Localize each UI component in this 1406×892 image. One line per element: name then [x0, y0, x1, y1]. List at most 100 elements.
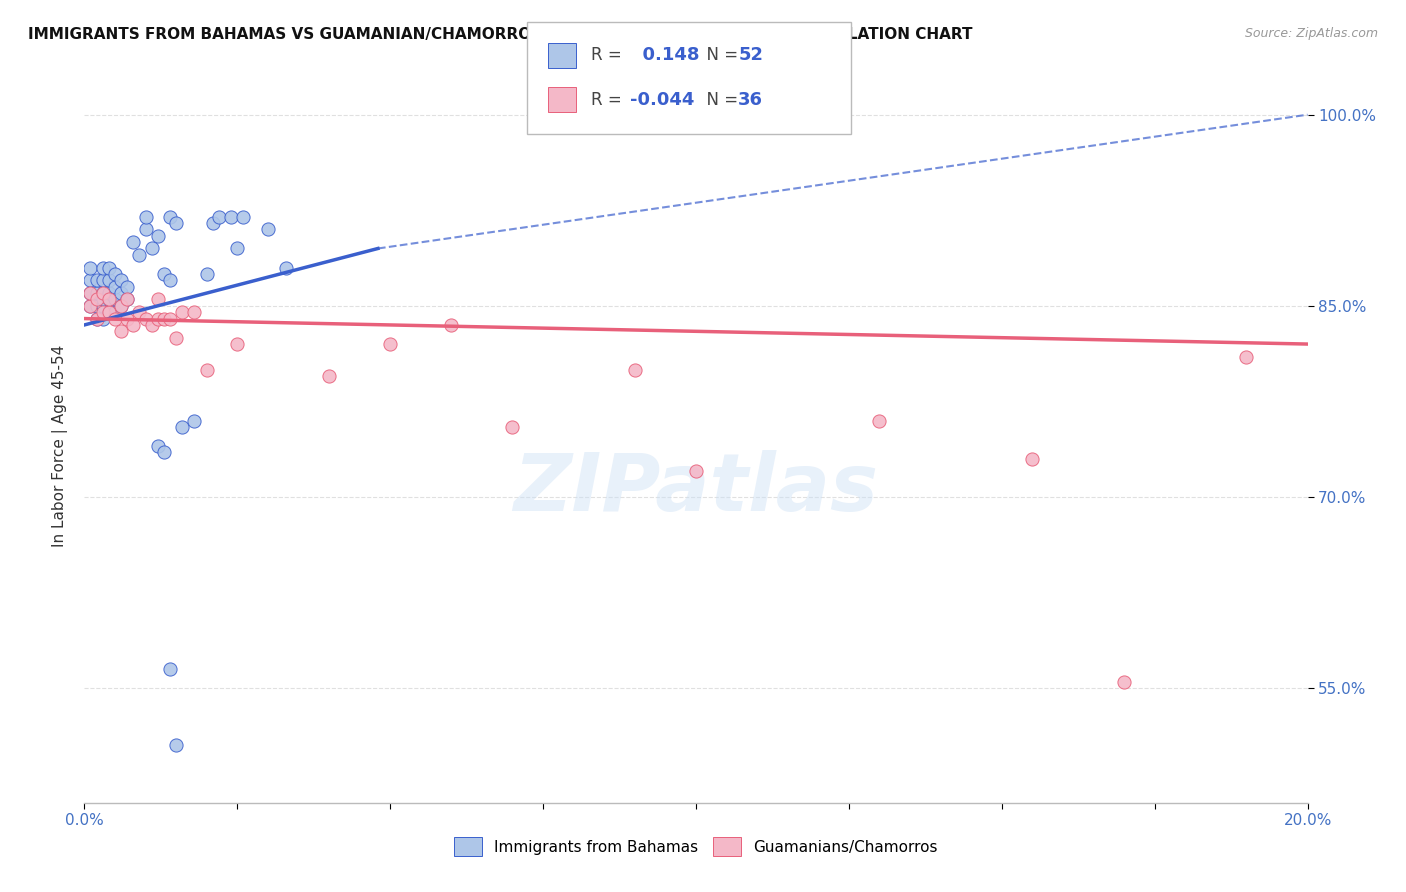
Point: [146, 311, 169, 326]
Point: [122, 235, 145, 249]
Text: IMMIGRANTS FROM BAHAMAS VS GUAMANIAN/CHAMORRO IN LABOR FORCE | AGE 45-54 CORRELA: IMMIGRANTS FROM BAHAMAS VS GUAMANIAN/CHA…: [28, 27, 973, 43]
Point: [195, 362, 218, 376]
Point: [195, 267, 218, 281]
Point: [159, 311, 181, 326]
Point: [110, 299, 132, 313]
Point: [159, 210, 181, 224]
Point: [141, 318, 163, 332]
Text: N =: N =: [696, 91, 744, 109]
Point: [97, 286, 120, 301]
Point: [110, 273, 132, 287]
Point: [122, 318, 145, 332]
Point: [104, 293, 127, 307]
Point: [79, 260, 101, 275]
Point: [86, 293, 108, 307]
Point: [97, 293, 120, 307]
Point: [146, 293, 169, 307]
Point: [153, 267, 176, 281]
Text: R =: R =: [591, 46, 627, 64]
Point: [172, 420, 194, 434]
Text: 36: 36: [738, 91, 763, 109]
Text: -0.044: -0.044: [630, 91, 695, 109]
Point: [86, 273, 108, 287]
Point: [624, 362, 647, 376]
Point: [128, 248, 150, 262]
Point: [79, 286, 101, 301]
Point: [91, 293, 114, 307]
Point: [685, 465, 707, 479]
Point: [91, 311, 114, 326]
Point: [91, 260, 114, 275]
Point: [276, 260, 298, 275]
Point: [91, 286, 114, 301]
Point: [115, 311, 138, 326]
Point: [135, 311, 157, 326]
Point: [97, 305, 120, 319]
Point: [86, 311, 108, 326]
Text: ZIPatlas: ZIPatlas: [513, 450, 879, 528]
Point: [86, 311, 108, 326]
Point: [146, 439, 169, 453]
Point: [219, 210, 242, 224]
Point: [869, 413, 891, 427]
Point: [91, 299, 114, 313]
Point: [115, 293, 138, 307]
Point: [1236, 350, 1258, 364]
Point: [153, 445, 176, 459]
Point: [165, 331, 187, 345]
Point: [104, 305, 127, 319]
Point: [183, 305, 205, 319]
Point: [91, 273, 114, 287]
Text: Source: ZipAtlas.com: Source: ZipAtlas.com: [1244, 27, 1378, 40]
Text: 52: 52: [738, 46, 763, 64]
Point: [110, 286, 132, 301]
Point: [146, 228, 169, 243]
Point: [110, 324, 132, 338]
Point: [165, 739, 187, 753]
Point: [232, 210, 254, 224]
Point: [79, 273, 101, 287]
Point: [201, 216, 224, 230]
Y-axis label: In Labor Force | Age 45-54: In Labor Force | Age 45-54: [52, 345, 67, 547]
Point: [153, 311, 176, 326]
Point: [135, 222, 157, 236]
Point: [86, 299, 108, 313]
Point: [79, 286, 101, 301]
Text: N =: N =: [696, 46, 744, 64]
Point: [135, 210, 157, 224]
Point: [159, 273, 181, 287]
Point: [141, 242, 163, 256]
Point: [104, 279, 127, 293]
Point: [97, 273, 120, 287]
Point: [502, 420, 524, 434]
Text: 0.148: 0.148: [630, 46, 699, 64]
Point: [165, 216, 187, 230]
Point: [104, 267, 127, 281]
Point: [183, 413, 205, 427]
Point: [97, 293, 120, 307]
Point: [86, 286, 108, 301]
Point: [91, 305, 114, 319]
Point: [128, 305, 150, 319]
Text: R =: R =: [591, 91, 627, 109]
Point: [226, 337, 249, 351]
Point: [1114, 674, 1136, 689]
Point: [104, 311, 127, 326]
Point: [318, 368, 340, 383]
Point: [110, 299, 132, 313]
Point: [208, 210, 231, 224]
Point: [91, 286, 114, 301]
Point: [79, 299, 101, 313]
Legend: Immigrants from Bahamas, Guamanians/Chamorros: Immigrants from Bahamas, Guamanians/Cham…: [454, 838, 938, 855]
Point: [97, 260, 120, 275]
Point: [115, 279, 138, 293]
Point: [79, 299, 101, 313]
Point: [115, 293, 138, 307]
Point: [257, 222, 280, 236]
Point: [440, 318, 463, 332]
Point: [380, 337, 402, 351]
Point: [159, 662, 181, 676]
Point: [1021, 451, 1043, 466]
Point: [226, 242, 249, 256]
Point: [97, 305, 120, 319]
